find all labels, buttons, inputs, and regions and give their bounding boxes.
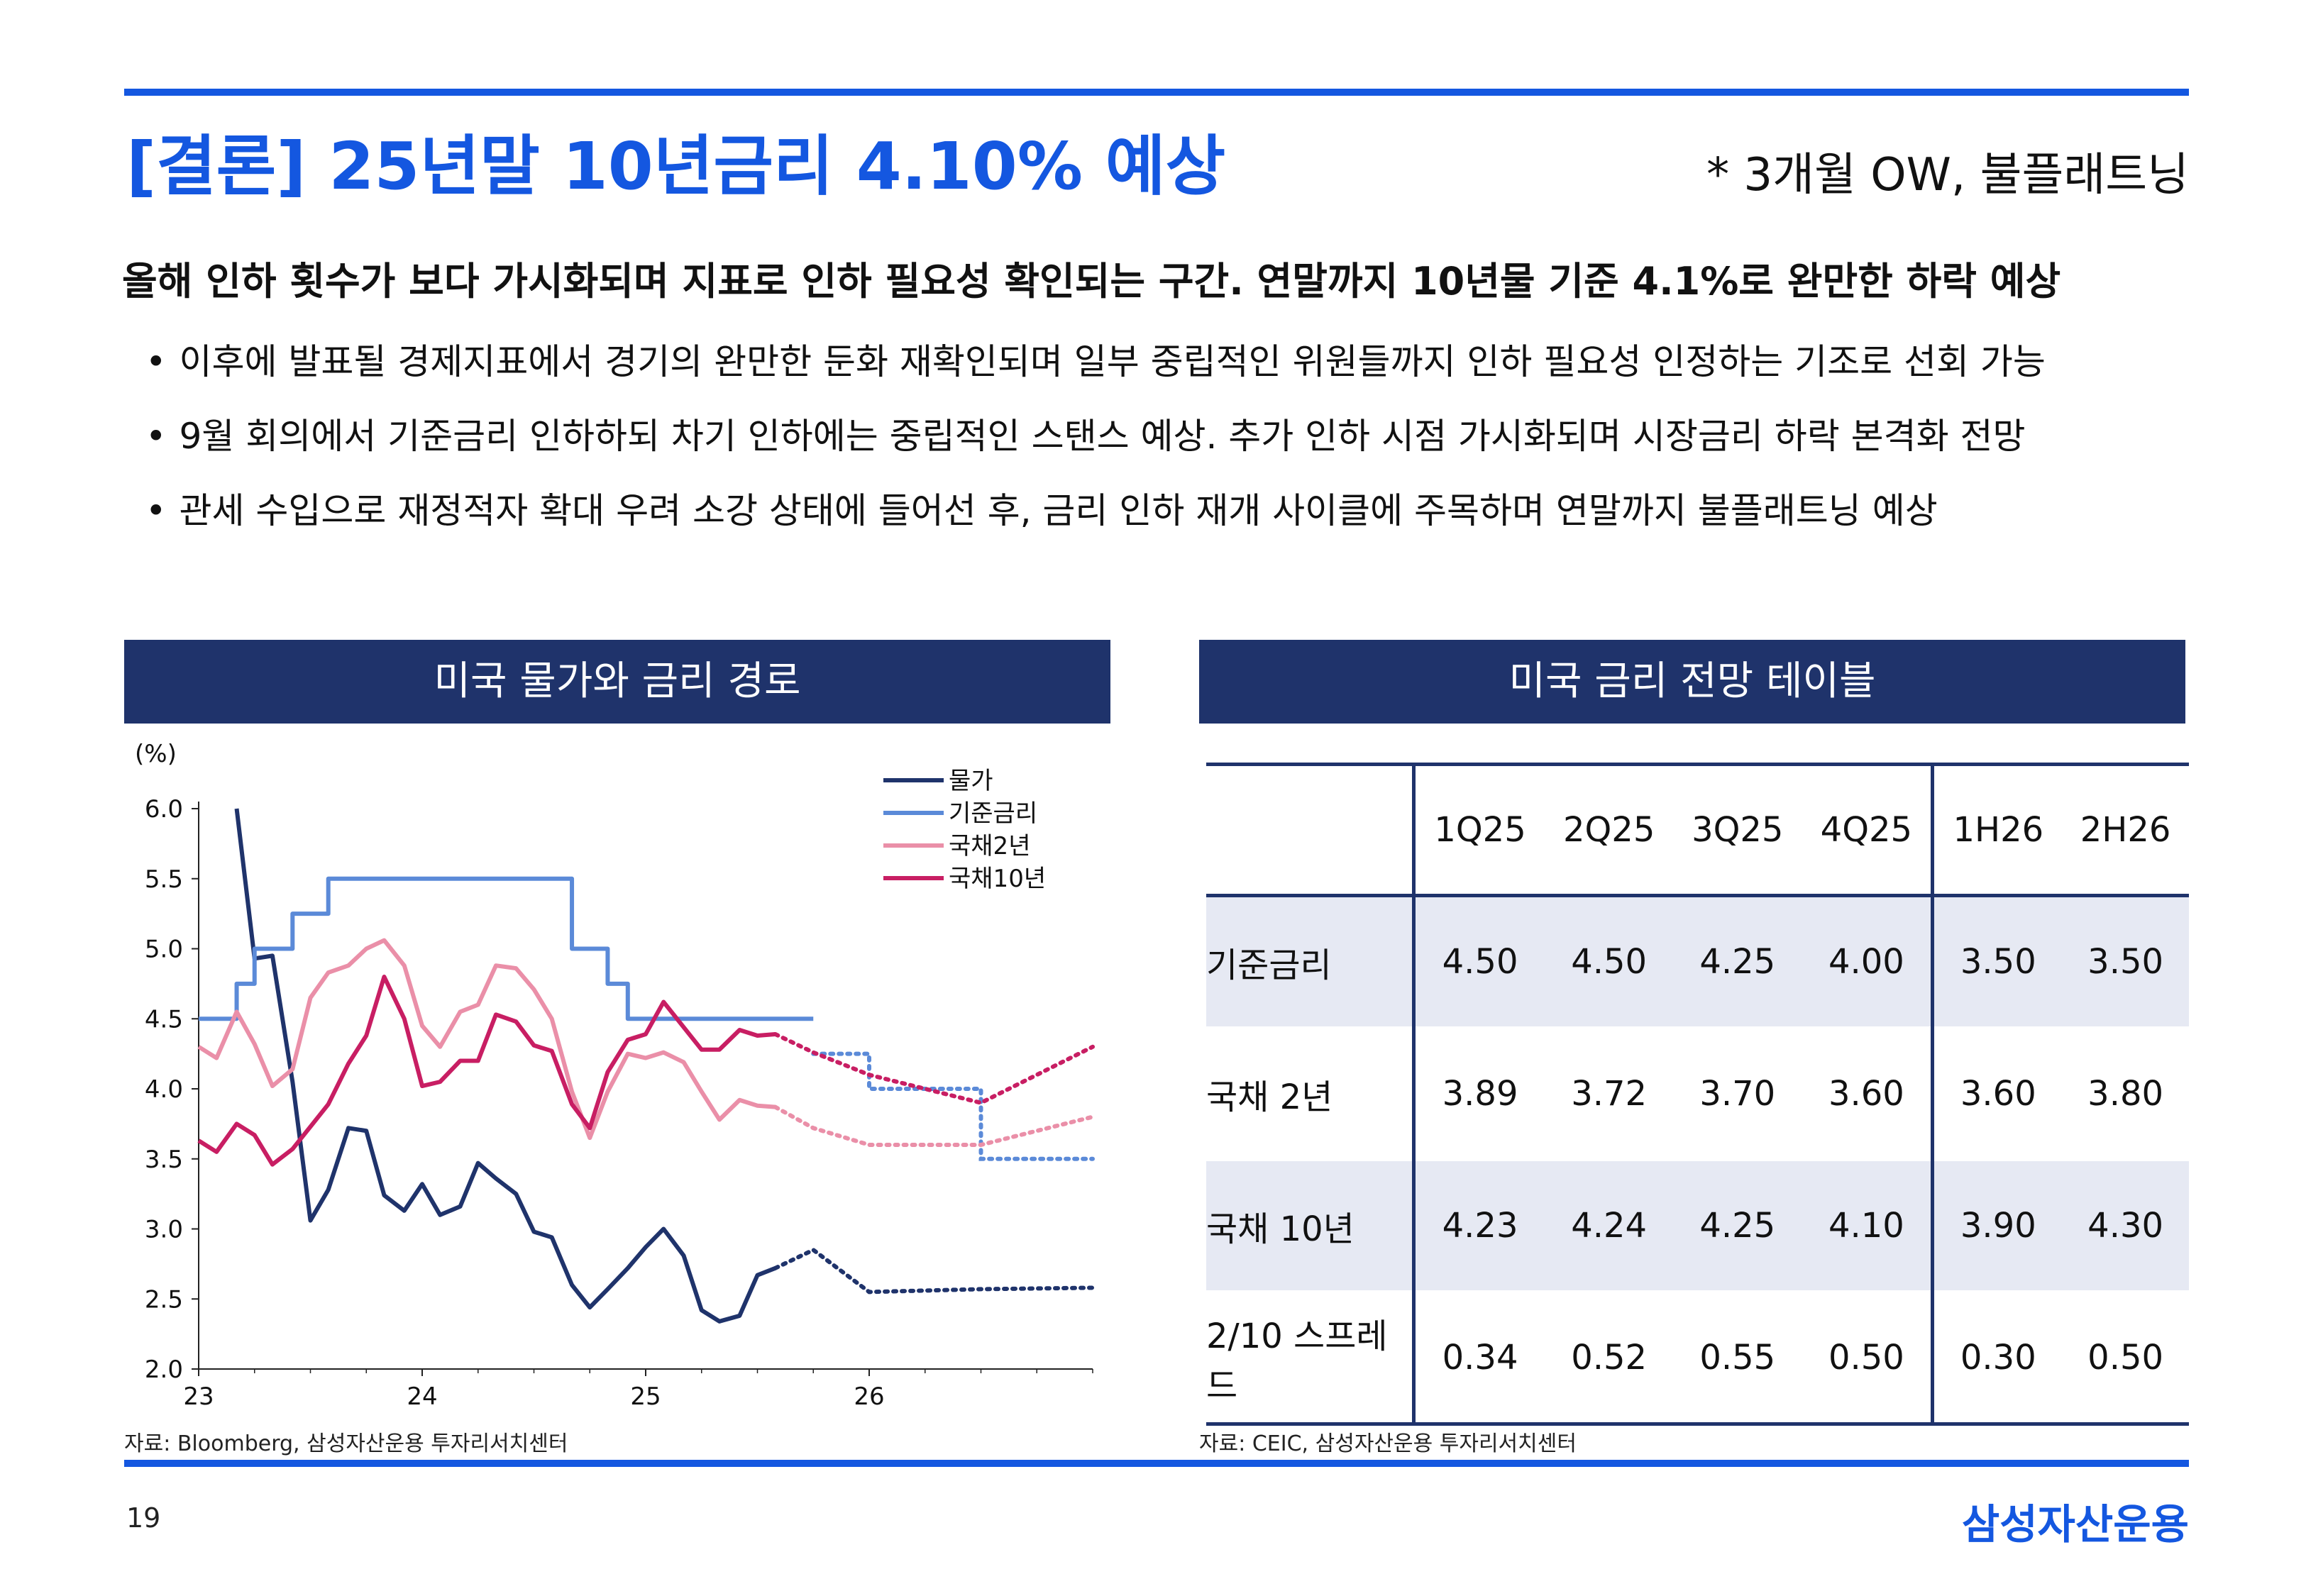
position-tag: * 3개월 OW, 불플래트닝 <box>1706 149 2189 201</box>
forecast-line-ust-2y <box>773 1104 1095 1147</box>
summary-headline: 올해 인하 횟수가 보다 가시화되며 지표로 인하 필요성 확인되는 구간. 연… <box>122 259 2061 304</box>
legend-label: 물가 <box>949 767 993 795</box>
column-header: 4Q25 <box>1802 763 1935 897</box>
row-label: 2/10 스프레드 <box>1206 1292 1416 1426</box>
table-cell: 3.72 <box>1545 1028 1674 1161</box>
bullet-dot-icon: • <box>145 341 167 382</box>
table-cell: 0.52 <box>1545 1292 1674 1426</box>
y-axis-label: (%) <box>135 740 177 768</box>
table-cell: 3.50 <box>2062 895 2189 1029</box>
bullet-dot-icon: • <box>145 416 167 457</box>
bullet-item: • 이후에 발표될 경제지표에서 경기의 완만한 둔화 재확인되며 일부 중립적인… <box>145 333 2046 384</box>
bottom-rule <box>124 1460 2189 1467</box>
x-tick-label: 23 <box>183 1382 214 1411</box>
series-line-ust-2y <box>197 938 776 1141</box>
table-cell: 4.50 <box>1413 895 1545 1029</box>
bullet-dot-icon: • <box>145 490 167 531</box>
table-corner <box>1206 763 1416 897</box>
table-cell: 4.24 <box>1545 1160 1674 1293</box>
table-row: 국채 10년 4.23 4.24 4.25 4.10 3.90 4.30 <box>1206 1160 2189 1293</box>
brand-logo: 삼성자산운용 <box>1961 1500 2189 1548</box>
table-cell: 3.90 <box>1932 1160 2063 1293</box>
rate-forecast-table: 1Q25 2Q25 3Q25 4Q25 1H26 2H26 기준금리 4.50 … <box>1206 763 2189 1426</box>
x-tick-label: 25 <box>630 1382 661 1411</box>
forecast-line-cpi <box>773 1247 1095 1295</box>
table-cell: 4.25 <box>1673 895 1802 1029</box>
bullet-item: • 9월 회의에서 기준금리 인하하되 차기 인하에는 중립적인 스탠스 예상. … <box>145 408 2026 459</box>
column-header: 2H26 <box>2062 763 2189 897</box>
bullet-text: 9월 회의에서 기준금리 인하하되 차기 인하에는 중립적인 스탠스 예상. 추… <box>179 416 2026 457</box>
table-cell: 4.30 <box>2062 1160 2189 1293</box>
table-cell: 0.50 <box>2062 1292 2189 1426</box>
table-cell: 3.80 <box>2062 1028 2189 1161</box>
x-tick-label: 26 <box>854 1382 884 1411</box>
column-header: 3Q25 <box>1673 763 1802 897</box>
series-line-cpi <box>234 808 776 1324</box>
y-tick-label: 4.0 <box>145 1075 183 1104</box>
bullet-text: 관세 수입으로 재정적자 확대 우려 소강 상태에 들어선 후, 금리 인하 재… <box>179 490 1938 531</box>
table-cell: 3.70 <box>1673 1028 1802 1161</box>
table-cell: 3.60 <box>1932 1028 2063 1161</box>
row-label: 국채 2년 <box>1206 1028 1416 1161</box>
y-tick-label: 3.5 <box>145 1146 183 1174</box>
page-title: [결론] 25년말 10년금리 4.10% 예상 <box>126 128 1226 204</box>
table-panel-title: 미국 금리 전망 테이블 <box>1199 640 2185 724</box>
series-line-policy-rate <box>199 876 814 1021</box>
legend-label: 국채10년 <box>949 865 1046 893</box>
table-cell: 0.34 <box>1413 1292 1545 1426</box>
table-cell: 4.50 <box>1545 895 1674 1029</box>
table-cell: 3.50 <box>1932 895 2063 1029</box>
y-tick-label: 5.5 <box>145 865 183 894</box>
y-tick-label: 2.5 <box>145 1285 183 1314</box>
table-cell: 4.10 <box>1802 1160 1935 1293</box>
row-label: 국채 10년 <box>1206 1160 1416 1293</box>
y-tick-label: 5.0 <box>145 936 183 964</box>
y-tick-label: 2.0 <box>145 1356 183 1384</box>
table-cell: 4.25 <box>1673 1160 1802 1293</box>
table-row: 2/10 스프레드 0.34 0.52 0.55 0.50 0.30 0.50 <box>1206 1292 2189 1426</box>
legend-label: 기준금리 <box>949 799 1037 828</box>
rate-path-chart: (%) 2.02.53.03.54.04.55.05.56.023 24 25 26 … <box>135 740 1095 1411</box>
table-cell: 0.50 <box>1802 1292 1935 1426</box>
table-row: 기준금리 4.50 4.50 4.25 4.00 3.50 3.50 <box>1206 895 2189 1029</box>
y-tick-label: 4.5 <box>145 1005 183 1033</box>
column-header: 1Q25 <box>1413 763 1545 897</box>
chart-source-note: 자료: Bloomberg, 삼성자산운용 투자리서치센터 <box>124 1431 568 1456</box>
table-cell: 4.00 <box>1802 895 1935 1029</box>
table-cell: 4.23 <box>1413 1160 1545 1293</box>
table-row: 국채 2년 3.89 3.72 3.70 3.60 3.60 3.80 <box>1206 1028 2189 1161</box>
table-cell: 3.89 <box>1413 1028 1545 1161</box>
y-tick-label: 3.0 <box>145 1216 183 1244</box>
legend-label: 국채2년 <box>949 832 1030 860</box>
chart-panel-title: 미국 물가와 금리 경로 <box>124 640 1110 724</box>
table-cell: 0.55 <box>1673 1292 1802 1426</box>
bullet-text: 이후에 발표될 경제지표에서 경기의 완만한 둔화 재확인되며 일부 중립적인 … <box>179 341 2046 382</box>
forecast-line-ust-10y <box>773 1031 1095 1105</box>
table-header-row: 1Q25 2Q25 3Q25 4Q25 1H26 2H26 <box>1206 763 2189 897</box>
row-label: 기준금리 <box>1206 895 1416 1029</box>
table-cell: 0.30 <box>1932 1292 2063 1426</box>
bullet-item: • 관세 수입으로 재정적자 확대 우려 소강 상태에 들어선 후, 금리 인하 … <box>145 482 1938 533</box>
table-cell: 3.60 <box>1802 1028 1935 1161</box>
column-header: 1H26 <box>1932 763 2063 897</box>
column-header: 2Q25 <box>1545 763 1674 897</box>
top-rule <box>124 89 2189 96</box>
x-tick-label: 24 <box>407 1382 437 1411</box>
y-tick-label: 6.0 <box>145 795 183 824</box>
series-line-ust-10y <box>197 975 776 1167</box>
table-source-note: 자료: CEIC, 삼성자산운용 투자리서치센터 <box>1199 1431 1577 1456</box>
page-number: 19 <box>126 1502 161 1534</box>
